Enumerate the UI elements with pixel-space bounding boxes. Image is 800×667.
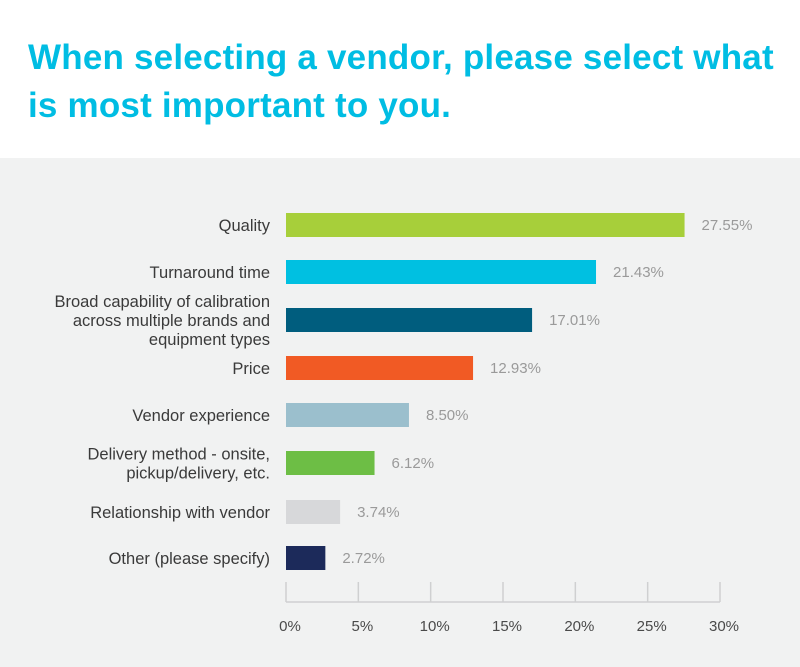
- x-tick-label: 15%: [492, 618, 522, 635]
- x-tick-label: 30%: [709, 618, 739, 635]
- category-label: Quality: [219, 217, 271, 235]
- category-label: equipment types: [149, 331, 270, 349]
- x-tick-label: 20%: [564, 618, 594, 635]
- value-label: 12.93%: [490, 360, 541, 377]
- bar: [286, 308, 533, 332]
- bar: [286, 403, 409, 427]
- x-tick-label: 5%: [351, 618, 373, 635]
- category-label: Broad capability of calibration: [54, 293, 270, 311]
- category-label: Relationship with vendor: [90, 504, 270, 522]
- category-label: Delivery method - onsite,: [88, 446, 271, 464]
- category-label: pickup/delivery, etc.: [126, 465, 270, 483]
- bar: [286, 356, 474, 380]
- category-label: Vendor experience: [132, 407, 270, 425]
- category-label: across multiple brands and: [73, 312, 270, 330]
- value-label: 6.12%: [392, 455, 435, 472]
- value-label: 8.50%: [426, 407, 469, 424]
- bar: [286, 213, 685, 237]
- category-label: Other (please specify): [109, 550, 270, 568]
- value-label: 21.43%: [613, 264, 664, 281]
- x-tick-label: 10%: [420, 618, 450, 635]
- value-label: 3.74%: [357, 504, 400, 521]
- bar: [286, 260, 597, 284]
- x-tick-label: 0%: [279, 618, 301, 635]
- category-label: Price: [232, 360, 270, 378]
- chart-title: When selecting a vendor, please select w…: [28, 38, 774, 125]
- bar: [286, 546, 326, 570]
- value-label: 27.55%: [702, 217, 753, 234]
- bar: [286, 451, 375, 475]
- bar: [286, 500, 341, 524]
- category-label: Turnaround time: [150, 264, 270, 282]
- x-tick-label: 25%: [637, 618, 667, 635]
- value-label: 2.72%: [342, 550, 385, 567]
- value-label: 17.01%: [549, 312, 600, 329]
